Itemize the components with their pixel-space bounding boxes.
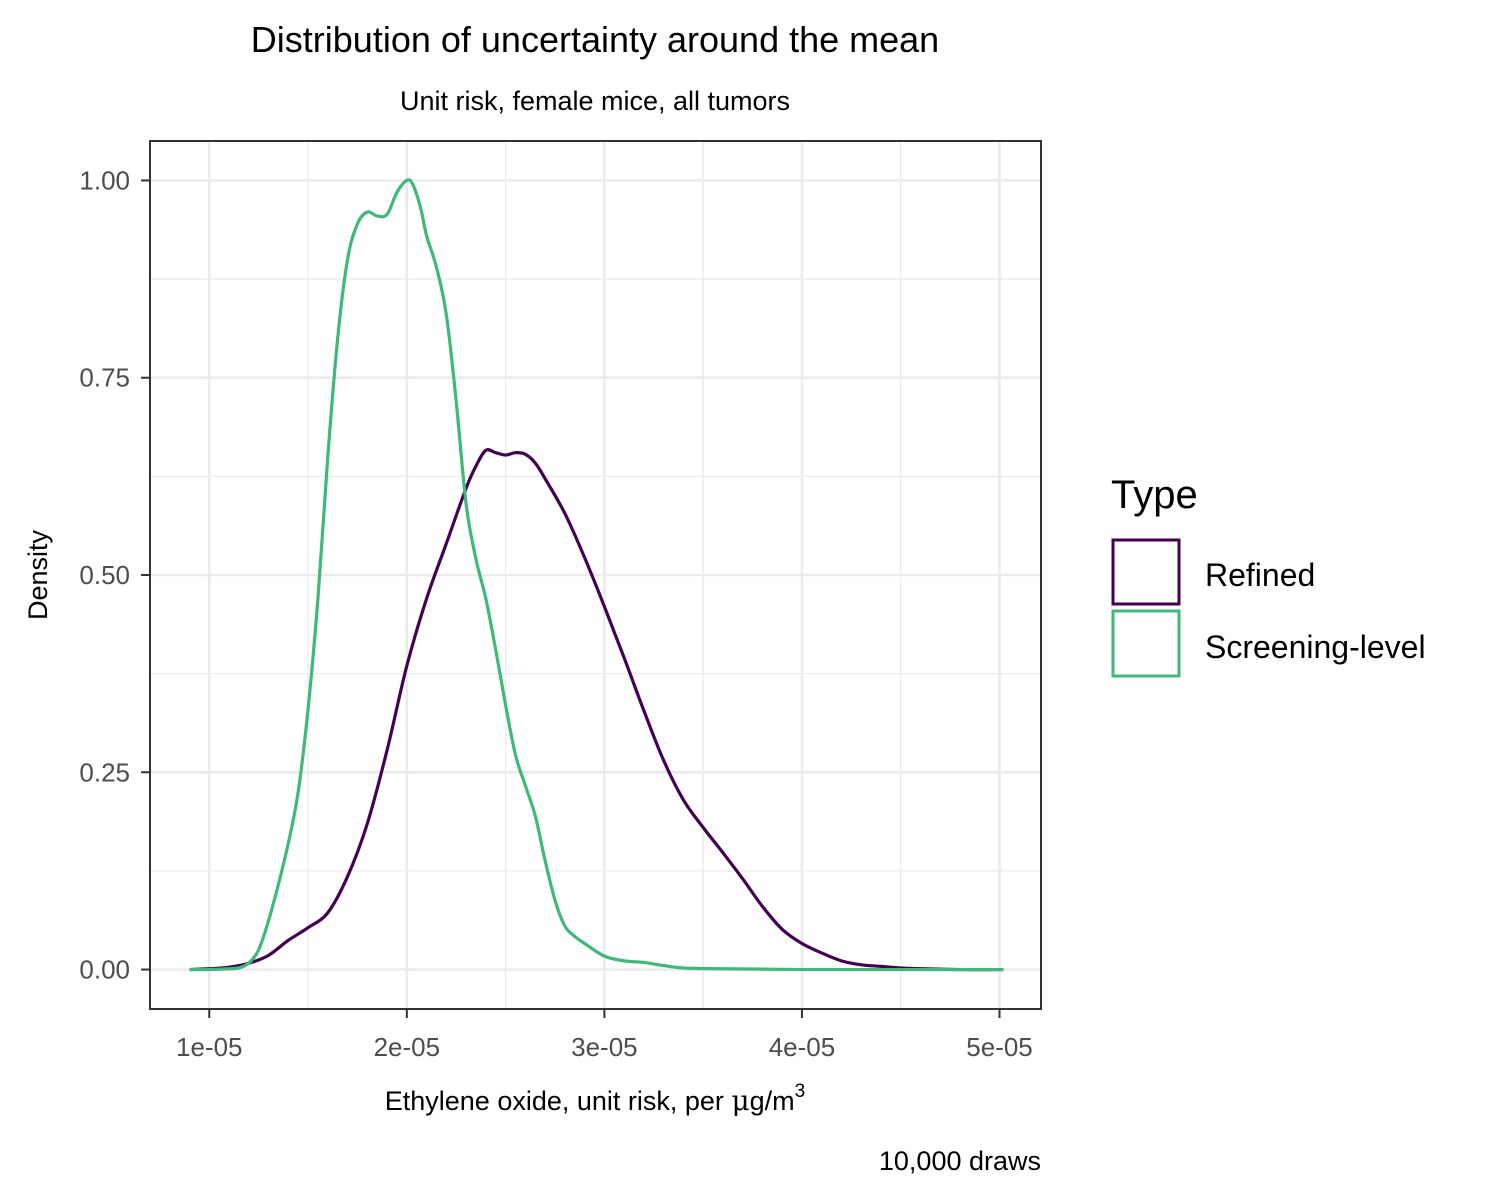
y-tick-label: 0.25 bbox=[79, 757, 130, 787]
series-line-refined bbox=[189, 448, 1004, 972]
x-tick-label: 1e-05 bbox=[176, 1032, 243, 1062]
x-axis-label: Ethylene oxide, unit risk, per μg/m3 bbox=[385, 1081, 805, 1117]
y-tick-labels: 0.00 0.25 0.50 0.75 1.00 bbox=[79, 165, 130, 984]
legend-key-refined bbox=[1111, 538, 1181, 606]
major-gridlines bbox=[150, 141, 1041, 1009]
series-line-screening-level bbox=[189, 178, 1004, 972]
x-axis-label-superscript: 3 bbox=[795, 1081, 806, 1102]
series-lines bbox=[189, 178, 1004, 972]
x-axis-label-unit: g/m bbox=[750, 1086, 795, 1116]
legend-item-screening-level: Screening-level bbox=[1111, 609, 1426, 678]
axis-ticks bbox=[141, 179, 1001, 1018]
y-axis-label: Density bbox=[23, 529, 53, 620]
legend-label-refined: Refined bbox=[1205, 557, 1315, 593]
legend-key-screening-level bbox=[1111, 609, 1181, 678]
legend-title: Type bbox=[1111, 473, 1198, 517]
x-tick-label: 3e-05 bbox=[571, 1032, 638, 1062]
y-tick-label: 0.50 bbox=[79, 560, 130, 590]
chart-caption: 10,000 draws bbox=[879, 1146, 1041, 1176]
legend-label-screening-level: Screening-level bbox=[1205, 629, 1426, 665]
x-axis-label-mu: μ bbox=[731, 1084, 749, 1117]
x-axis-label-main: Ethylene oxide, unit risk, per bbox=[385, 1086, 732, 1116]
chart-subtitle: Unit risk, female mice, all tumors bbox=[400, 86, 790, 116]
y-tick-label: 1.00 bbox=[79, 165, 130, 195]
x-tick-label: 4e-05 bbox=[769, 1032, 836, 1062]
y-tick-label: 0.00 bbox=[79, 955, 130, 985]
x-tick-label: 2e-05 bbox=[374, 1032, 441, 1062]
x-tick-label: 5e-05 bbox=[966, 1032, 1033, 1062]
legend-item-refined: Refined bbox=[1111, 538, 1315, 606]
chart-title: Distribution of uncertainty around the m… bbox=[251, 19, 939, 60]
legend: Type Refined Screening-level bbox=[1111, 473, 1426, 678]
y-tick-label: 0.75 bbox=[79, 363, 130, 393]
x-tick-labels: 1e-05 2e-05 3e-05 4e-05 5e-05 bbox=[176, 1032, 1033, 1062]
